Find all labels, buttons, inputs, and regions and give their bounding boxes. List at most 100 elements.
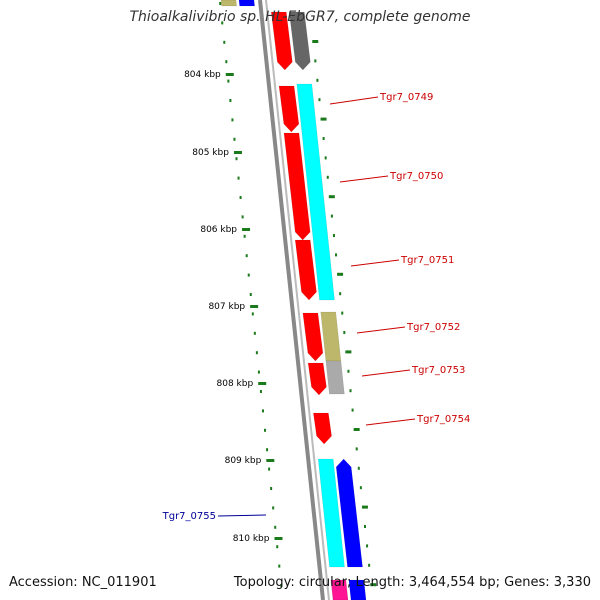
ruler-tick-label: 810 kbp — [233, 534, 270, 544]
ruler-dot — [233, 137, 236, 141]
gene-label[interactable]: Tgr7_0753 — [411, 365, 465, 376]
guide-dot — [330, 214, 333, 218]
gene-arrow — [348, 579, 367, 600]
map-title: Thioalkalivibrio sp. HL-EbGR7, complete … — [129, 9, 471, 25]
gene-arrow — [220, 0, 237, 7]
ruler-tick — [242, 228, 251, 231]
gene-label[interactable]: Tgr7_0752 — [406, 322, 460, 333]
guide-dot — [359, 486, 362, 490]
guide-dot — [349, 389, 352, 393]
gene-leader-line — [329, 96, 379, 105]
ruler-dot — [280, 584, 283, 587]
guide-dot — [370, 583, 377, 587]
ruler-dot — [270, 487, 273, 490]
gene-arrow — [320, 311, 342, 362]
ruler-dot — [239, 196, 242, 199]
ruler-tick — [233, 151, 242, 154]
ruler-dot — [231, 118, 234, 122]
gene-label[interactable]: Tgr7_0751 — [400, 255, 454, 266]
ruler-tick — [266, 459, 275, 462]
guide-dot — [335, 253, 338, 257]
gene-leader-line — [365, 418, 416, 426]
gene-arrow — [270, 11, 293, 71]
ruler-dot — [264, 428, 267, 432]
ruler-dot — [243, 234, 246, 238]
ruler-dot — [266, 448, 269, 452]
ruler-dot — [229, 99, 232, 102]
gene-label[interactable]: Tgr7_0750 — [389, 171, 443, 182]
ruler-tick-label: 806 kbp — [200, 225, 237, 235]
guide-dot — [320, 117, 327, 121]
backbone — [258, 0, 330, 600]
ruler-dot — [225, 60, 228, 64]
gene-leader-line — [356, 326, 406, 334]
ruler-dot — [223, 40, 226, 44]
backbone-line-inner — [265, 0, 330, 600]
guide-dot — [332, 234, 335, 237]
ruler-tick — [250, 305, 259, 308]
ruler-dot — [261, 409, 264, 413]
ruler-dot — [245, 254, 248, 258]
ruler-tick-label: 804 kbp — [184, 70, 221, 80]
ruler-dot — [253, 331, 256, 335]
genes — [220, 0, 367, 600]
gene-label[interactable]: Tgr7_0749 — [379, 92, 433, 103]
ruler-dot — [278, 564, 281, 568]
ruler-dot — [249, 293, 252, 296]
guide-dot — [339, 292, 342, 296]
ruler-dot — [235, 157, 238, 161]
ruler-dot — [237, 176, 240, 180]
ruler-tick — [258, 382, 267, 385]
guide-dot — [368, 563, 371, 567]
ruler-dot — [274, 525, 277, 529]
gene-label[interactable]: Tgr7_0754 — [416, 414, 470, 425]
gene-arrow — [313, 412, 332, 445]
gene-arrow — [238, 0, 255, 7]
guide-dot — [341, 311, 344, 315]
gene-arrow — [294, 239, 317, 301]
ruler-tick — [274, 537, 283, 540]
guide-dot — [312, 40, 319, 43]
guide-dot — [353, 428, 360, 431]
ruler-dot — [272, 506, 275, 510]
guide-dot — [361, 505, 368, 509]
guide-dot — [324, 156, 327, 160]
gene-arrow — [283, 132, 311, 241]
gene-arrow — [307, 362, 327, 396]
accession-text: Accession: NC_011901 — [9, 575, 157, 590]
guide-dot — [364, 525, 366, 528]
guide-dot — [366, 544, 369, 548]
ruler-dot — [227, 79, 230, 83]
ruler-tick-label: 807 kbp — [208, 302, 245, 312]
gene-labels: Tgr7_0749 Tgr7_0750 Tgr7_0751 Tgr7_0752 Tgr7… — [162, 92, 471, 522]
guide-dot — [343, 331, 346, 334]
guide-dot — [316, 78, 319, 82]
ruler-tick — [225, 73, 234, 76]
guide-dot — [357, 466, 360, 470]
guide-dot — [355, 447, 358, 451]
ruler-dot — [221, 21, 224, 25]
ruler-dot — [259, 390, 262, 393]
gene-arrow — [288, 11, 311, 71]
guide-dot — [314, 59, 317, 63]
guide-dot — [345, 350, 352, 354]
gene-arrow — [302, 312, 324, 362]
gene-leader-line — [350, 259, 400, 267]
guide-dot — [337, 272, 344, 276]
gene-leader-line — [361, 369, 411, 377]
ruler-dot — [268, 467, 271, 471]
gene-arrow — [330, 579, 349, 600]
ruler-dot — [255, 351, 258, 355]
guide-dot — [326, 175, 329, 179]
ruler-dot — [241, 215, 244, 219]
gene-arrow — [335, 458, 363, 568]
ruler-tick-label: 805 kbp — [192, 148, 229, 158]
guide-dot — [318, 98, 321, 102]
gene-leader-line — [339, 175, 389, 183]
guide-dot — [351, 408, 354, 412]
gene-arrow — [296, 83, 335, 301]
guide-dot — [328, 195, 335, 199]
gene-label[interactable]: Tgr7_0755 — [162, 511, 216, 522]
ruler-tick-label: 808 kbp — [217, 379, 254, 389]
